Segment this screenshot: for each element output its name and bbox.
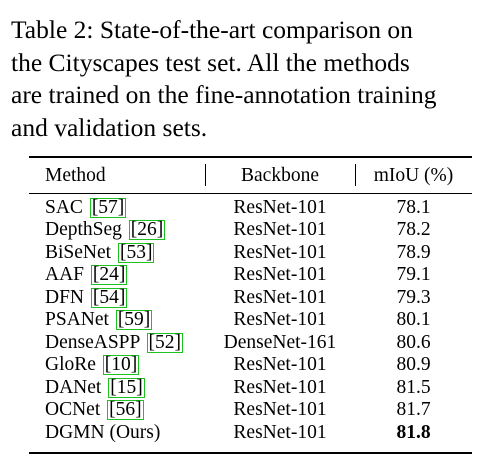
citation-link[interactable]: [10] (102, 354, 140, 376)
method-name: BiSeNet (45, 241, 112, 263)
caption-line: the Cityscapes test set. All the methods (11, 47, 410, 77)
method-name: DGMN (Ours) (45, 421, 161, 443)
table-bottom-rule (29, 452, 472, 454)
backbone-cell: ResNet-101 (233, 421, 327, 443)
column-separator (355, 164, 356, 186)
caption-line: and validation sets. (11, 112, 208, 142)
miou-cell: 81.7 (396, 399, 431, 421)
citation-link[interactable]: [57] (89, 197, 127, 218)
miou-cell: 80.9 (396, 354, 431, 376)
backbone-cell: ResNet-101 (233, 399, 327, 421)
miou-cell: 78.1 (396, 197, 431, 218)
backbone-cell: ResNet-101 (233, 354, 327, 376)
miou-cell: 81.8 (396, 421, 431, 443)
table-header-row: Method Backbone mIoU (%) (29, 161, 472, 191)
citation-link[interactable]: [52] (146, 331, 183, 353)
backbone-cell: DenseNet-161 (223, 331, 337, 353)
table-header-rule (29, 193, 472, 194)
method-cell: BiSeNet [53] (45, 241, 155, 264)
method-cell: DFN [54] (45, 286, 128, 309)
table-top-rule (29, 156, 472, 158)
backbone-cell: ResNet-101 (233, 264, 327, 286)
citation-link[interactable]: [53] (117, 241, 155, 263)
miou-cell: 80.6 (396, 331, 431, 353)
header-miou: mIoU (%) (373, 165, 454, 186)
miou-cell: 78.2 (396, 219, 431, 241)
miou-cell: 79.3 (396, 286, 431, 308)
table-row: GloRe [10] ResNet-101 80.9 (29, 354, 472, 376)
method-name: DFN (45, 286, 85, 308)
citation-link[interactable]: [54] (90, 286, 128, 308)
method-name: PSANet (45, 309, 109, 331)
citation-link[interactable]: [26] (128, 219, 166, 241)
miou-cell: 80.1 (396, 309, 431, 331)
table-row: PSANet [59] ResNet-101 80.1 (29, 309, 472, 331)
table-row: OCNet [56] ResNet-101 81.7 (29, 399, 472, 421)
method-name: DANet (45, 376, 102, 398)
table-row: DFN [54] ResNet-101 79.3 (29, 287, 472, 309)
miou-cell: 78.9 (396, 241, 431, 263)
table-row: AAF [24] ResNet-101 79.1 (29, 264, 472, 286)
method-cell: DANet [15] (45, 377, 145, 399)
method-name: GloRe (45, 354, 96, 376)
table-row: DenseASPP [52] DenseNet-161 80.6 (29, 332, 472, 354)
method-name: OCNet (45, 399, 101, 421)
method-cell: OCNet [56] (45, 399, 144, 421)
citation-link[interactable]: [59] (115, 309, 153, 331)
caption-line: are trained on the fine-annotation train… (11, 80, 437, 109)
header-backbone: Backbone (241, 165, 319, 186)
citation-link[interactable]: [56] (107, 399, 144, 421)
backbone-cell: ResNet-101 (233, 376, 327, 398)
method-cell: AAF [24] (45, 264, 128, 286)
miou-cell: 81.5 (396, 376, 431, 398)
backbone-cell: ResNet-101 (233, 241, 327, 263)
header-method: Method (45, 165, 106, 186)
column-separator (205, 164, 206, 186)
table-row: DepthSeg [26] ResNet-101 78.2 (29, 219, 472, 241)
method-cell: DepthSeg [26] (45, 219, 166, 241)
table-row: DGMN (Ours) ResNet-101 81.8 (29, 422, 472, 444)
table-row: SAC [57] ResNet-101 78.1 (29, 197, 472, 219)
backbone-cell: ResNet-101 (233, 197, 327, 218)
method-name: DepthSeg (45, 219, 122, 241)
method-name: DenseASPP (45, 331, 140, 353)
method-name: SAC (45, 197, 83, 218)
method-cell: PSANet [59] (45, 309, 153, 331)
method-cell: SAC [57] (45, 197, 127, 219)
method-cell: GloRe [10] (45, 354, 140, 376)
caption-line: Table 2: State-of-the-art comparison on (11, 15, 413, 44)
method-cell: DGMN (Ours) (45, 422, 160, 444)
citation-link[interactable]: [24] (90, 264, 128, 286)
backbone-cell: ResNet-101 (233, 286, 327, 308)
citation-link[interactable]: [15] (108, 376, 145, 398)
table-row: DANet [15] ResNet-101 81.5 (29, 377, 472, 399)
table-caption: Table 2: State-of-the-art comparison on … (11, 14, 497, 144)
backbone-cell: ResNet-101 (233, 309, 327, 331)
method-cell: DenseASPP [52] (45, 332, 183, 354)
method-name: AAF (45, 264, 85, 286)
miou-cell: 79.1 (396, 264, 431, 286)
table-row: BiSeNet [53] ResNet-101 78.9 (29, 242, 472, 264)
backbone-cell: ResNet-101 (233, 219, 327, 241)
